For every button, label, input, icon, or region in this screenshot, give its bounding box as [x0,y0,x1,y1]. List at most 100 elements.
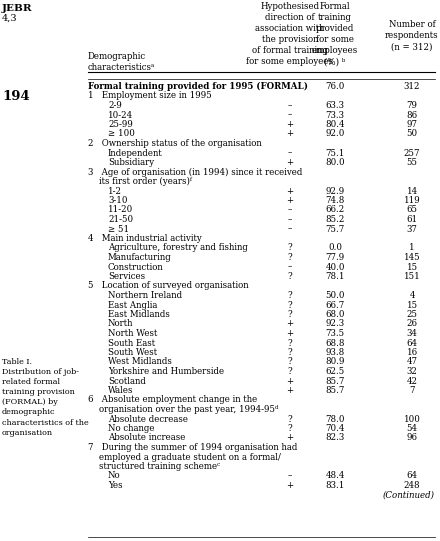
Text: structured training schemeᶜ: structured training schemeᶜ [88,462,220,471]
Text: organisation over the past year, 1994-95ᵈ: organisation over the past year, 1994-95… [88,405,279,414]
Text: +: + [286,129,293,138]
Text: (Continued): (Continued) [383,491,435,499]
Text: 96: 96 [407,433,418,443]
Text: Hypothesised
direction of
association with
the provision
of formal training
for : Hypothesised direction of association wi… [246,2,334,67]
Text: Yes: Yes [108,481,123,490]
Text: 68.0: 68.0 [325,310,345,319]
Text: 68.8: 68.8 [325,339,345,347]
Text: –: – [288,148,292,157]
Text: 62.5: 62.5 [325,367,345,376]
Text: 85.2: 85.2 [325,215,345,224]
Text: No change: No change [108,424,154,433]
Text: 100: 100 [403,414,421,424]
Text: Number of
respondents
(n = 312): Number of respondents (n = 312) [385,20,439,51]
Text: 1: 1 [409,243,415,253]
Text: 92.3: 92.3 [326,320,345,328]
Text: 64: 64 [407,339,418,347]
Text: 76.0: 76.0 [325,82,345,91]
Text: Formal training provided for 1995 (FORMAL): Formal training provided for 1995 (FORMA… [88,82,308,91]
Text: 73.3: 73.3 [326,110,345,120]
Text: +: + [286,329,293,338]
Text: 7   During the summer of 1994 organisation had: 7 During the summer of 1994 organisation… [88,443,297,452]
Text: –: – [288,110,292,120]
Text: North: North [108,320,133,328]
Text: +: + [286,187,293,195]
Text: +: + [286,196,293,205]
Text: Northern Ireland: Northern Ireland [108,291,182,300]
Text: 37: 37 [407,225,418,234]
Text: ?: ? [288,339,292,347]
Text: 80.0: 80.0 [325,158,345,167]
Text: 79: 79 [407,101,418,110]
Text: 14: 14 [407,187,418,195]
Text: 10-24: 10-24 [108,110,133,120]
Text: Demographic
characteristicsᵃ: Demographic characteristicsᵃ [88,52,155,72]
Text: 85.7: 85.7 [325,377,345,386]
Text: 73.5: 73.5 [326,329,345,338]
Text: 65: 65 [407,206,418,214]
Text: 26: 26 [407,320,418,328]
Text: ?: ? [288,414,292,424]
Text: 1   Employment size in 1995: 1 Employment size in 1995 [88,91,212,101]
Text: 66.2: 66.2 [325,206,345,214]
Text: South East: South East [108,339,155,347]
Text: 92.9: 92.9 [325,187,345,195]
Text: 25: 25 [407,310,418,319]
Text: Wales: Wales [108,386,133,395]
Text: 2   Ownership status of the organisation: 2 Ownership status of the organisation [88,139,262,148]
Text: +: + [286,320,293,328]
Text: 48.4: 48.4 [325,472,345,480]
Text: ?: ? [288,272,292,281]
Text: 85.7: 85.7 [325,386,345,395]
Text: 64: 64 [407,472,418,480]
Text: North West: North West [108,329,158,338]
Text: 32: 32 [407,367,418,376]
Text: 145: 145 [403,253,420,262]
Text: 54: 54 [407,424,418,433]
Text: No: No [108,472,121,480]
Text: +: + [286,481,293,490]
Text: +: + [286,377,293,386]
Text: ?: ? [288,243,292,253]
Text: 4   Main industrial activity: 4 Main industrial activity [88,234,202,243]
Text: Subsidiary: Subsidiary [108,158,154,167]
Text: 5   Location of surveyed organisation: 5 Location of surveyed organisation [88,281,249,291]
Text: East Midlands: East Midlands [108,310,170,319]
Text: 248: 248 [403,481,420,490]
Text: 75.7: 75.7 [325,225,345,234]
Text: 70.4: 70.4 [325,424,345,433]
Text: +: + [286,386,293,395]
Text: ?: ? [288,367,292,376]
Text: Manufacturing: Manufacturing [108,253,172,262]
Text: 86: 86 [407,110,418,120]
Text: +: + [286,120,293,129]
Text: +: + [286,158,293,167]
Text: ≥ 51: ≥ 51 [108,225,129,234]
Text: 80.4: 80.4 [325,120,345,129]
Text: –: – [288,215,292,224]
Text: 50: 50 [407,129,418,138]
Text: 0.0: 0.0 [328,243,342,253]
Text: ?: ? [288,300,292,309]
Text: 63.3: 63.3 [326,101,345,110]
Text: 3   Age of organisation (in 1994) since it received: 3 Age of organisation (in 1994) since it… [88,168,302,176]
Text: 42: 42 [407,377,418,386]
Text: 97: 97 [407,120,418,129]
Text: 78.0: 78.0 [325,414,345,424]
Text: 82.3: 82.3 [325,433,345,443]
Text: 16: 16 [407,348,418,357]
Text: 3-10: 3-10 [108,196,128,205]
Text: +: + [286,433,293,443]
Text: –: – [288,206,292,214]
Text: 257: 257 [404,148,420,157]
Text: 92.0: 92.0 [325,129,345,138]
Text: 312: 312 [404,82,420,91]
Text: 119: 119 [403,196,420,205]
Text: South West: South West [108,348,157,357]
Text: –: – [288,472,292,480]
Text: –: – [288,262,292,272]
Text: ?: ? [288,348,292,357]
Text: ?: ? [288,358,292,366]
Text: 61: 61 [407,215,418,224]
Text: Table I.
Distribution of job-
related formal
training provision
(FORMAL) by
demo: Table I. Distribution of job- related fo… [2,358,89,437]
